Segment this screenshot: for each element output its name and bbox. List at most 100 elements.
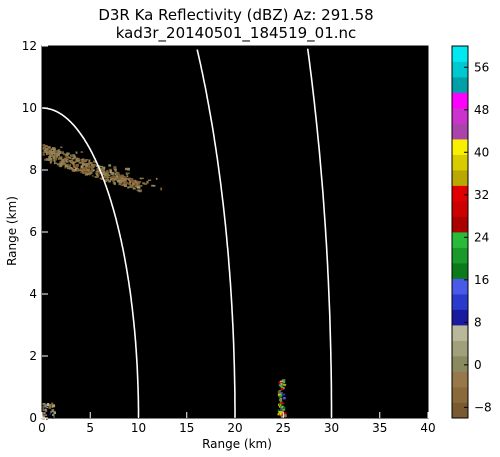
- echo-gate: [90, 166, 94, 169]
- colorbar-tick-label: 48: [474, 103, 489, 117]
- echo-gate: [45, 151, 49, 155]
- echo-gate: [87, 163, 91, 167]
- chart-title: D3R Ka Reflectivity (dBZ) Az: 291.58: [98, 6, 373, 24]
- echo-gate: [111, 173, 114, 176]
- echo-gate: [110, 172, 114, 174]
- y-axis: 0 2 4 6 8 10 12: [22, 39, 48, 425]
- echo-gate: [94, 176, 97, 178]
- echo-gate: [44, 412, 46, 414]
- echo-gate: [45, 145, 48, 148]
- echo-gate: [91, 163, 94, 166]
- echo-gate: [109, 170, 112, 173]
- echo-gate: [50, 411, 53, 413]
- echo-gate: [90, 171, 93, 174]
- echo-gate: [73, 169, 76, 172]
- echo-gate: [51, 147, 56, 150]
- plot-area: [42, 46, 428, 418]
- echo-gate: [44, 409, 48, 412]
- echo-gate: [62, 160, 65, 164]
- echo-gate: [108, 174, 111, 176]
- echo-gate: [126, 172, 130, 175]
- echo-gate: [42, 412, 45, 415]
- echo-gate: [52, 156, 56, 159]
- echo-gate: [277, 390, 281, 394]
- colorbar-segment: [452, 402, 468, 419]
- echo-gate: [160, 187, 163, 191]
- echo-gate: [118, 176, 121, 178]
- echo-gate: [86, 173, 89, 175]
- echo-gate: [147, 179, 152, 181]
- y-tick-label: 12: [22, 39, 37, 53]
- echo-gate: [42, 151, 45, 154]
- echo-gate: [85, 164, 88, 168]
- echo-gate: [80, 171, 83, 174]
- echo-gate: [139, 177, 142, 180]
- echo-gate: [130, 181, 132, 183]
- echo-gate: [277, 409, 280, 412]
- echo-gate: [45, 153, 48, 156]
- echo-gate: [109, 176, 113, 178]
- echo-gate: [96, 168, 100, 171]
- echo-gate: [87, 167, 91, 169]
- echo-gate: [87, 165, 91, 169]
- colorbar-segment: [452, 61, 468, 78]
- echo-gate: [279, 405, 281, 408]
- echo-gate: [73, 166, 77, 169]
- echo-gate: [55, 155, 58, 158]
- x-axis: 0 5 10 15 20 25 30 35 40: [38, 412, 436, 435]
- echo-gate: [57, 153, 60, 157]
- echo-gate: [106, 177, 109, 179]
- echo-gate: [88, 162, 91, 165]
- echo-gate: [128, 186, 132, 188]
- echo-gate: [120, 184, 124, 186]
- colorbar-segment: [452, 154, 468, 171]
- colorbar-segment: [452, 185, 468, 202]
- y-tick-label: 4: [29, 287, 37, 301]
- colorbar-segment: [452, 247, 468, 264]
- echo-gate: [44, 408, 47, 411]
- echo-gate: [57, 149, 60, 153]
- echo-gate: [106, 170, 109, 173]
- echo-gate: [104, 175, 107, 179]
- echo-gate: [75, 157, 79, 161]
- echo-gate: [54, 152, 58, 156]
- colorbar-frame: [451, 45, 469, 419]
- echo-gate: [93, 160, 96, 163]
- y-tick-label: 10: [22, 101, 37, 115]
- x-axis-label: Range (km): [202, 437, 272, 451]
- echo-gate: [131, 179, 135, 183]
- echo-gate: [89, 169, 93, 173]
- echo-gate: [280, 409, 283, 411]
- echo-gate: [63, 157, 68, 161]
- echo-gate: [43, 413, 47, 417]
- colorbar-segment: [452, 123, 468, 140]
- colorbar-tick-label: 56: [474, 60, 489, 74]
- echo-gate: [115, 179, 119, 181]
- echo-gate: [112, 172, 115, 175]
- echo-gate: [62, 151, 64, 154]
- echo-gate: [42, 153, 45, 156]
- echo-gate: [128, 182, 132, 185]
- echo-gate: [44, 404, 47, 408]
- echo-gate: [278, 390, 282, 392]
- echo-gate: [52, 413, 55, 416]
- echo-gate: [113, 182, 116, 185]
- colorbar: −8 0 8 16 24 32 40 48 56: [451, 45, 492, 419]
- colorbar-tick-label: −8: [474, 400, 492, 414]
- echo-gate: [57, 157, 61, 160]
- echo-gate: [69, 156, 72, 159]
- echo-gate: [81, 159, 85, 163]
- echo-gate: [71, 162, 75, 164]
- echo-gate: [105, 173, 109, 177]
- echo-gate: [45, 406, 49, 409]
- echo-gate: [42, 408, 46, 411]
- echo-gate: [282, 379, 286, 381]
- y-axis-label: Range (km): [5, 196, 19, 266]
- x-tick-label: 0: [38, 421, 46, 435]
- echo-gate: [52, 405, 56, 408]
- echo-gate: [279, 380, 284, 382]
- echo-gate: [84, 167, 87, 170]
- echo-gate: [89, 165, 93, 168]
- echo-gate: [124, 182, 128, 185]
